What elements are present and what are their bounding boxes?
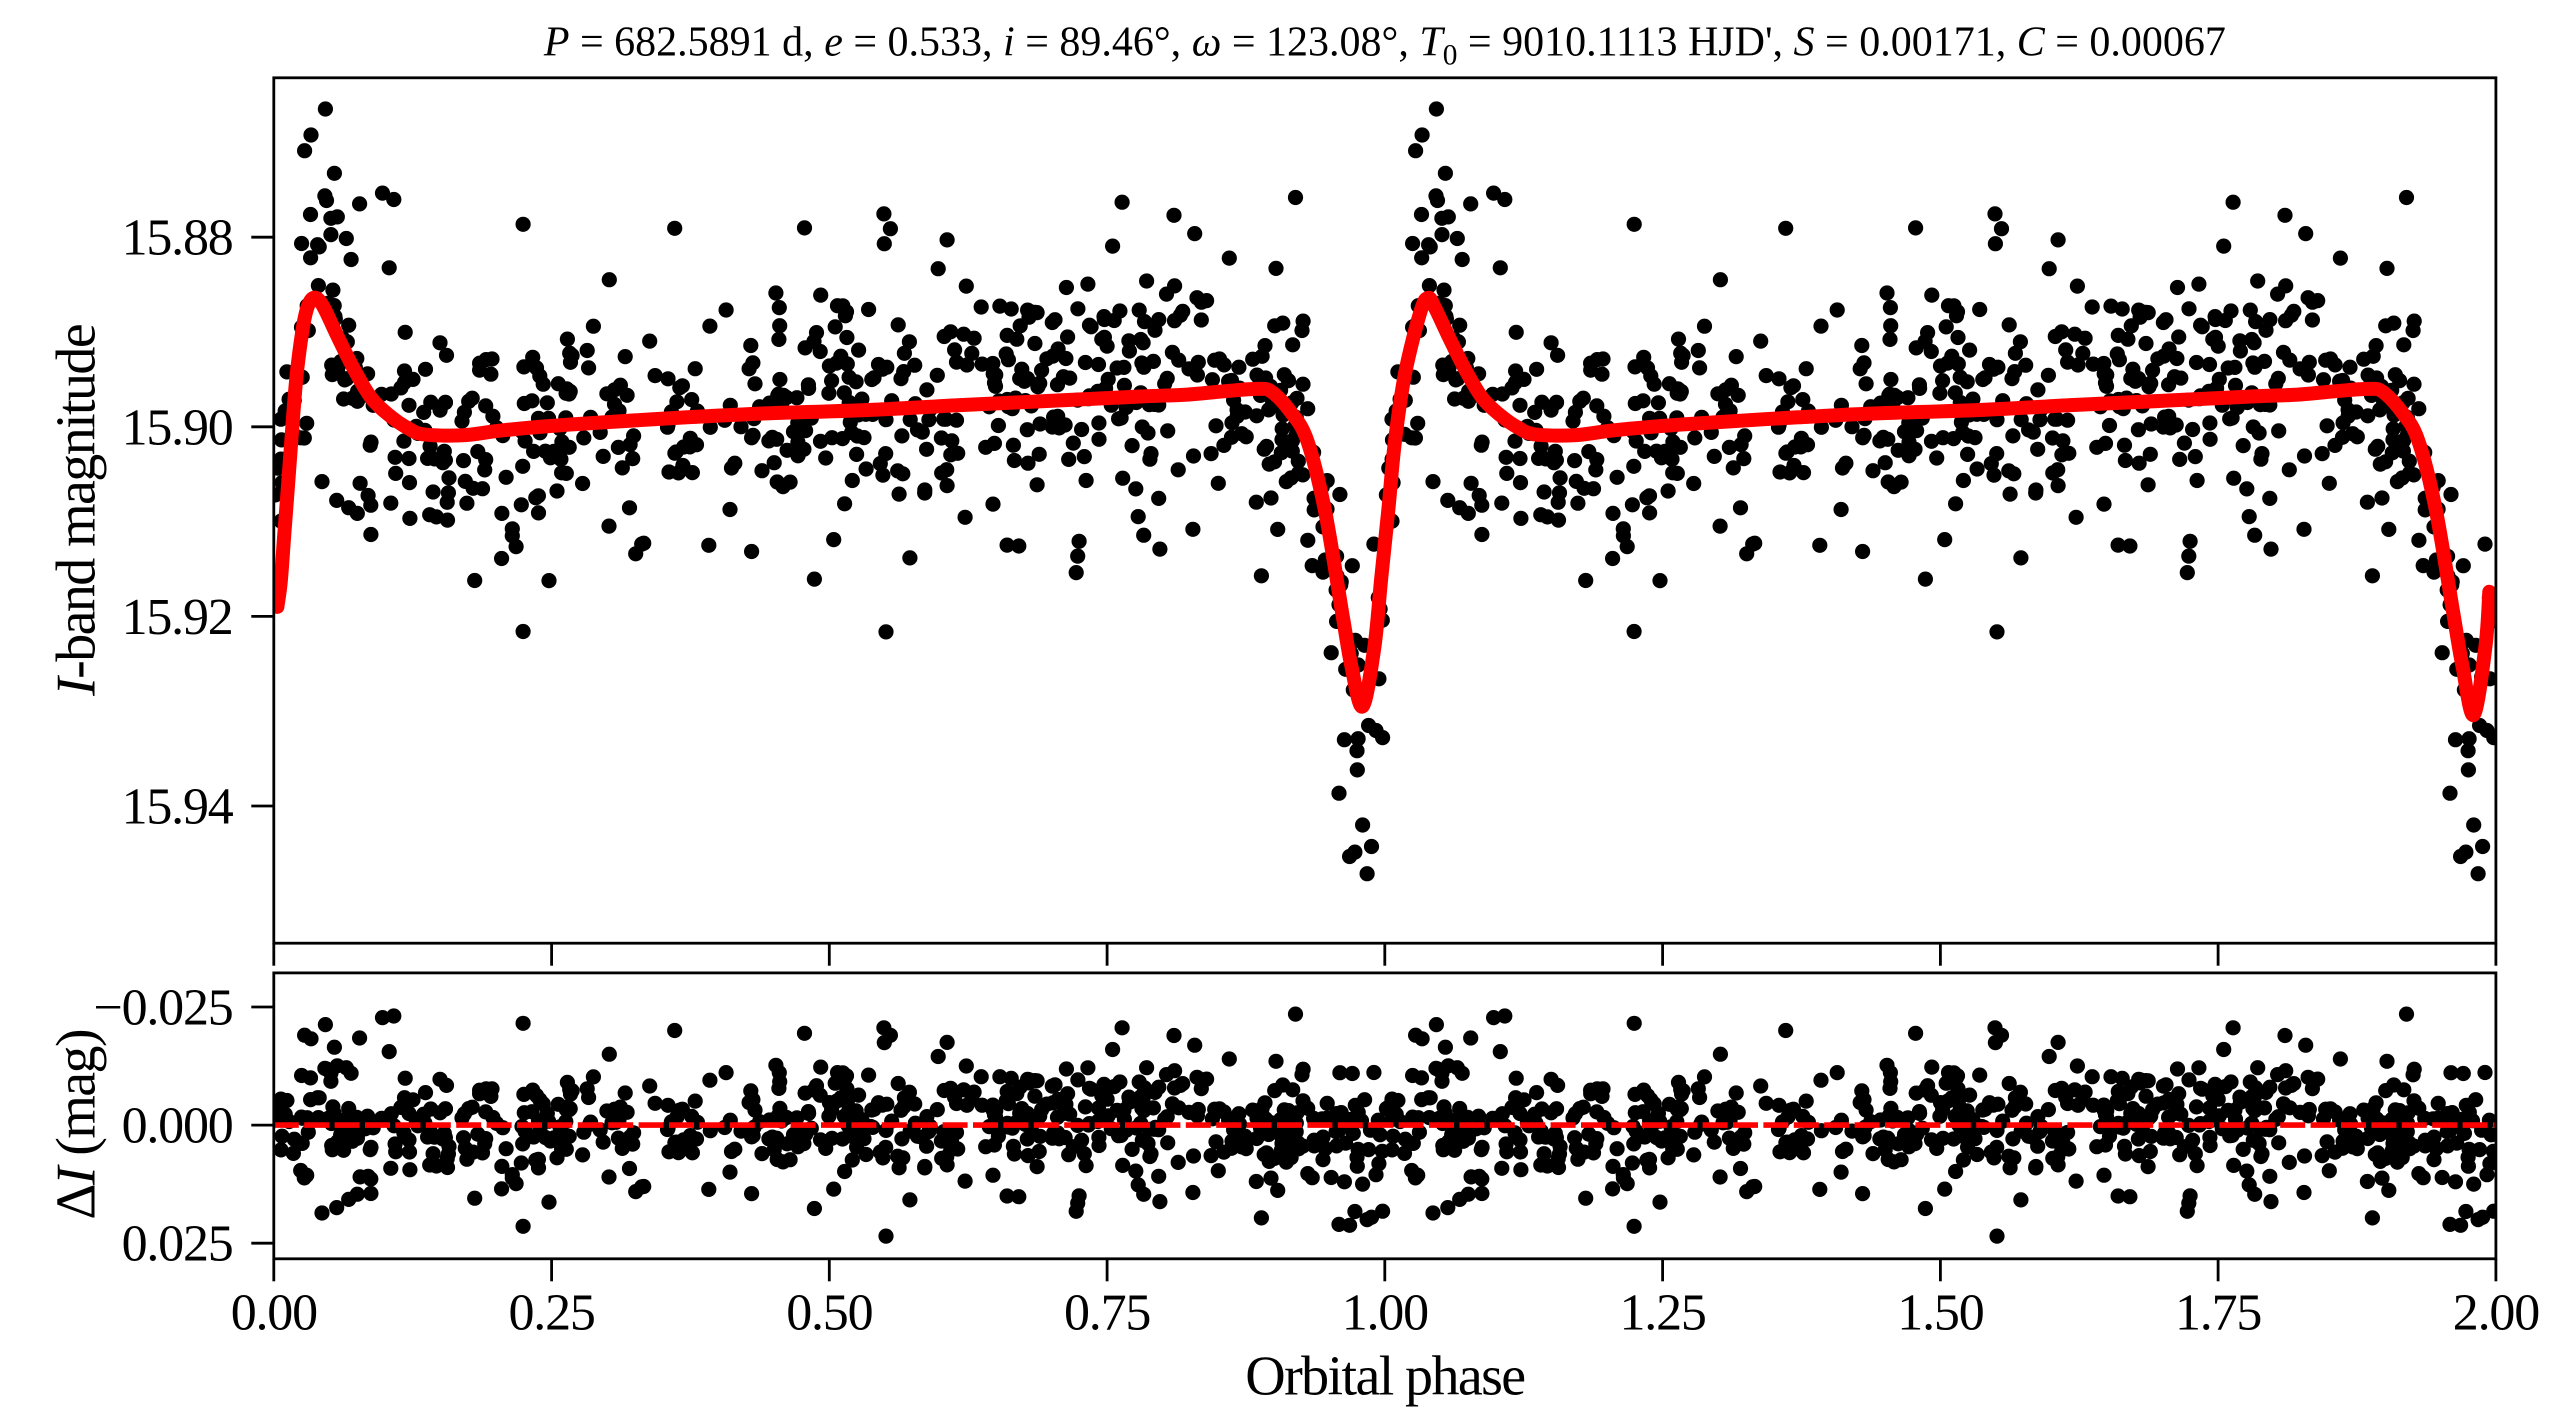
svg-text:2.00: 2.00 [2453, 1284, 2539, 1341]
svg-text:0.25: 0.25 [508, 1284, 594, 1341]
svg-text:0.00: 0.00 [231, 1284, 317, 1341]
svg-text:I-band magnitude: I-band magnitude [46, 325, 108, 697]
svg-text:ΔI (mag): ΔI (mag) [46, 1030, 108, 1220]
svg-text:0.000: 0.000 [122, 1098, 233, 1155]
svg-text:P = 682.5891 d, e = 0.533, i =: P = 682.5891 d, e = 0.533, i = 89.46°, ω… [543, 19, 2226, 71]
svg-text:15.92: 15.92 [122, 589, 233, 646]
svg-text:1.00: 1.00 [1342, 1284, 1428, 1341]
svg-text:0.75: 0.75 [1064, 1284, 1150, 1341]
svg-text:0.50: 0.50 [786, 1284, 872, 1341]
svg-text:1.50: 1.50 [1897, 1284, 1983, 1341]
svg-text:15.94: 15.94 [122, 779, 234, 836]
svg-text:15.90: 15.90 [122, 399, 233, 456]
svg-text:−0.025: −0.025 [93, 980, 232, 1037]
svg-text:1.25: 1.25 [1619, 1284, 1705, 1341]
svg-text:1.75: 1.75 [2175, 1284, 2261, 1341]
svg-text:15.88: 15.88 [122, 210, 233, 267]
svg-text:0.025: 0.025 [122, 1216, 233, 1273]
svg-text:Orbital phase: Orbital phase [1245, 1345, 1524, 1407]
